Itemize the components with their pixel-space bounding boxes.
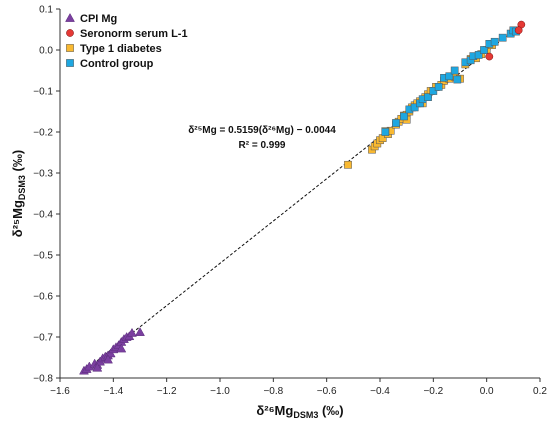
x-tick-label: 0.2 <box>533 386 547 397</box>
data-point <box>344 160 352 169</box>
plot-area <box>79 20 526 375</box>
data-point <box>429 87 438 95</box>
data-point <box>514 26 523 35</box>
legend-marker <box>66 59 74 67</box>
series-cpi-mg <box>79 327 145 375</box>
y-tick-label: −0.5 <box>33 251 53 262</box>
data-point <box>453 75 462 84</box>
series-seronorm-serum-l-1 <box>485 20 526 61</box>
data-point <box>474 51 483 59</box>
data-point <box>400 112 408 121</box>
y-tick-label: −0.6 <box>33 292 53 303</box>
legend-label: Seronorm serum L-1 <box>80 28 188 40</box>
legend-label: Type 1 diabetes <box>80 43 162 55</box>
data-point <box>116 343 127 353</box>
y-tick-label: 0.1 <box>39 5 53 16</box>
x-axis-title: δ²⁶MgDSM3 (‰) <box>256 403 343 420</box>
legend-marker <box>66 29 74 37</box>
data-point <box>410 103 419 112</box>
data-point <box>450 66 459 75</box>
trendline-r-squared: R² = 0.999 <box>239 140 286 151</box>
data-point <box>92 362 103 372</box>
x-tick-label: −1.6 <box>50 386 70 397</box>
y-tick-label: 0.0 <box>39 46 53 57</box>
data-point <box>127 327 137 337</box>
data-point <box>424 93 432 102</box>
trendline <box>81 23 522 374</box>
trendline-equation: δ²⁵Mg = 0.5159(δ²⁶Mg) − 0.0044 <box>188 125 336 136</box>
y-tick-label: −0.8 <box>33 374 53 385</box>
x-tick-label: −0.6 <box>317 386 337 397</box>
y-tick-label: −0.1 <box>33 87 53 98</box>
x-tick-label: −1.0 <box>210 386 230 397</box>
x-tick-label: −0.4 <box>370 386 390 397</box>
data-point <box>445 72 454 81</box>
data-point <box>434 83 443 91</box>
axes: −1.6 −1.4 −1.2 −1.0 −0.8 −0.6 −0.4 −0.2 0.0 0.2 −0… <box>10 5 547 421</box>
data-point <box>480 46 488 54</box>
y-tick-label: −0.4 <box>33 210 53 221</box>
data-point <box>103 354 113 364</box>
legend-marker <box>66 44 74 52</box>
legend: CPI Mg Seronorm serum L-1 Type 1 diabetes C… <box>65 12 188 70</box>
data-point <box>135 327 145 336</box>
x-tick-label: −0.2 <box>423 386 443 397</box>
data-point <box>381 128 390 136</box>
legend-label: Control group <box>80 58 154 70</box>
y-tick-label: −0.3 <box>33 169 53 180</box>
legend-marker <box>65 12 75 22</box>
data-point <box>490 37 499 46</box>
x-tick-label: −1.4 <box>103 386 123 397</box>
data-point <box>498 33 507 42</box>
y-tick-label: −0.7 <box>33 333 53 344</box>
data-point <box>485 52 494 61</box>
y-tick-label: −0.2 <box>33 128 53 139</box>
x-tick-label: −1.2 <box>157 386 177 397</box>
data-point <box>392 119 400 127</box>
x-tick-label: −0.8 <box>263 386 283 397</box>
y-axis-title: δ²⁵MgDSM3 (‰) <box>10 150 27 237</box>
legend-label: CPI Mg <box>80 13 117 25</box>
x-tick-label: 0.0 <box>480 386 494 397</box>
